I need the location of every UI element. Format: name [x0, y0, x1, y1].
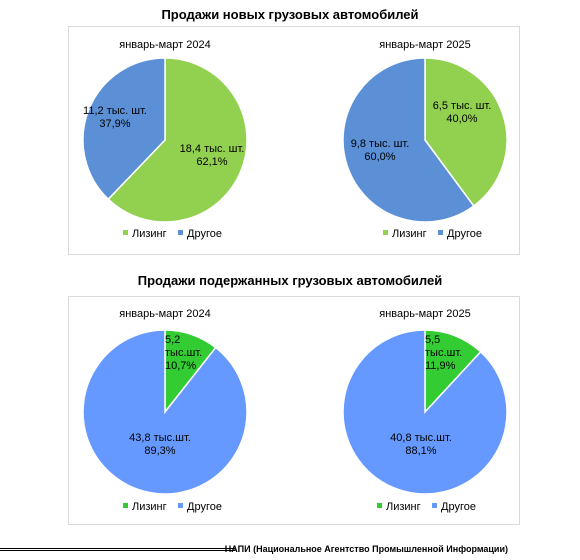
pie-slice-leasing — [424, 57, 508, 208]
legend-swatch-leasing — [123, 503, 128, 508]
legend-swatch-leasing — [383, 230, 388, 235]
chart-title: январь-март 2024 — [119, 308, 211, 320]
data-label-leasing: 10,7% — [165, 360, 196, 372]
pie-chart-1: январь-март 2024 18,4 тыс. шт.62,1% 11,2 т… — [82, 39, 248, 240]
chart-title: январь-март 2024 — [119, 39, 211, 51]
data-label-leasing: 5,2 — [165, 334, 180, 346]
section-title-new-trucks: Продажи новых грузовых автомобилей — [161, 7, 419, 22]
legend-swatch-other — [178, 230, 183, 235]
data-label-leasing: 40,0% — [446, 113, 477, 125]
data-label-leasing: тыс.шт. — [425, 347, 462, 359]
legend-swatch-other — [178, 503, 183, 508]
data-label-leasing: 6,5 тыс. шт. — [433, 100, 492, 112]
data-label-leasing: 5,5 — [425, 334, 440, 346]
source-footer: НАПИ (Национальное Агентство Промышленно… — [0, 543, 580, 555]
legend-label-leasing: Лизинг — [132, 228, 167, 240]
pie-slice-other — [82, 57, 166, 201]
data-label-other: 9,8 тыс. шт. — [351, 138, 410, 150]
chart-title: январь-март 2025 — [379, 39, 471, 51]
chart-title: январь-март 2025 — [379, 308, 471, 320]
legend-label-other: Другое — [441, 501, 476, 513]
legend-label-other: Другое — [187, 228, 222, 240]
data-label-other: 37,9% — [99, 118, 130, 130]
data-label-other: 89,3% — [144, 445, 175, 457]
legend-label-leasing: Лизинг — [132, 501, 167, 513]
pie-slice-other — [342, 57, 475, 223]
footer-rule — [0, 548, 235, 551]
legend-swatch-leasing — [123, 230, 128, 235]
section-title-used-trucks: Продажи подержанных грузовых автомобилей — [137, 273, 443, 288]
pie-slice-leasing — [107, 57, 248, 223]
data-label-leasing: 18,4 тыс. шт. — [180, 143, 245, 155]
pie-slice-other — [82, 329, 248, 495]
legend-label-other: Другое — [187, 501, 222, 513]
data-label-other: 11,2 тыс. шт. — [83, 105, 147, 117]
legend-label-leasing: Лизинг — [386, 501, 421, 513]
pie-slice-other — [342, 329, 508, 495]
data-label-other: 43,8 тыс.шт. — [129, 432, 191, 444]
data-label-other: 40,8 тыс.шт. — [390, 432, 452, 444]
data-label-leasing: тыс.шт. — [165, 347, 202, 359]
legend-label-leasing: Лизинг — [392, 228, 427, 240]
data-label-leasing: 62,1% — [196, 156, 227, 168]
data-label-leasing: 11,9% — [425, 360, 456, 372]
pie-chart-2: январь-март 2025 6,5 тыс. шт.40,0% 9,8 тыс… — [342, 39, 508, 240]
legend-swatch-other — [438, 230, 443, 235]
pie-slice-leasing — [424, 329, 482, 414]
legend-swatch-other — [432, 503, 437, 508]
legend-swatch-leasing — [377, 503, 382, 508]
legend-label-other: Другое — [447, 228, 482, 240]
data-label-other: 88,1% — [405, 445, 436, 457]
source-note: НАПИ (Национальное Агентство Промышленно… — [224, 544, 508, 554]
data-label-other: 60,0% — [364, 151, 395, 163]
